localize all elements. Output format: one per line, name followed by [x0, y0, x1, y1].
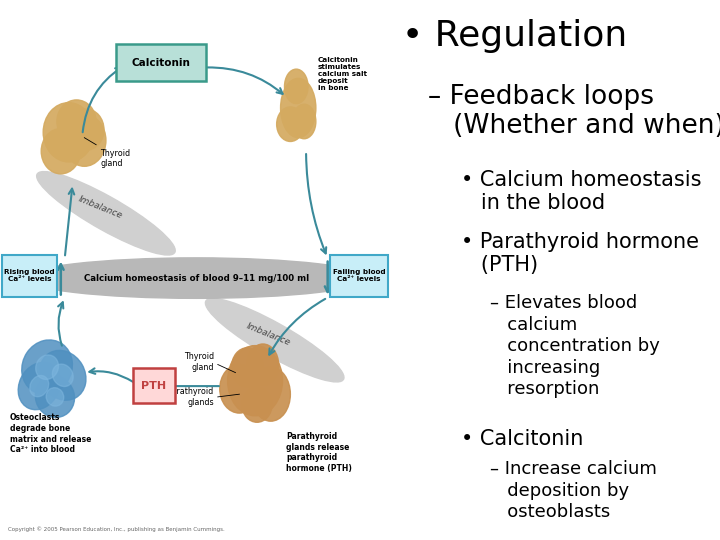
Text: Falling blood
Ca²⁺ levels: Falling blood Ca²⁺ levels: [333, 269, 385, 282]
Ellipse shape: [63, 114, 106, 166]
Ellipse shape: [281, 78, 316, 138]
Ellipse shape: [292, 104, 316, 139]
Ellipse shape: [35, 376, 75, 417]
Ellipse shape: [57, 100, 96, 143]
Ellipse shape: [276, 107, 304, 141]
Text: • Parathyroid hormone
   (PTH): • Parathyroid hormone (PTH): [461, 232, 699, 275]
Text: – Elevates blood
   calcium
   concentration by
   increasing
   resorption: – Elevates blood calcium concentration b…: [490, 294, 660, 399]
Text: Rising blood
Ca²⁺ levels: Rising blood Ca²⁺ levels: [4, 269, 55, 282]
Text: Imbalance: Imbalance: [76, 195, 123, 221]
Ellipse shape: [41, 129, 81, 174]
FancyBboxPatch shape: [2, 255, 57, 297]
Ellipse shape: [232, 348, 263, 387]
FancyBboxPatch shape: [133, 368, 175, 403]
Ellipse shape: [251, 367, 290, 421]
Text: • Calcium homeostasis
   in the blood: • Calcium homeostasis in the blood: [461, 170, 701, 213]
Ellipse shape: [247, 344, 279, 385]
Text: Thyroid
gland: Thyroid gland: [184, 352, 214, 372]
Text: Parathyroid
glands: Parathyroid glands: [168, 387, 214, 407]
Text: – Increase calcium
   deposition by
   osteoblasts: – Increase calcium deposition by osteobl…: [490, 460, 657, 521]
Text: • Regulation: • Regulation: [402, 19, 628, 53]
Ellipse shape: [228, 346, 282, 416]
Ellipse shape: [205, 299, 344, 382]
Ellipse shape: [68, 109, 104, 150]
Text: PTH: PTH: [141, 381, 166, 391]
Text: Calcium homeostasis of blood 9–11 mg/100 ml: Calcium homeostasis of blood 9–11 mg/100…: [84, 274, 309, 282]
FancyBboxPatch shape: [330, 255, 389, 297]
Ellipse shape: [242, 388, 272, 422]
Text: Imbalance: Imbalance: [246, 322, 292, 348]
Text: Parathyroid
glands release
parathyroid
hormone (PTH): Parathyroid glands release parathyroid h…: [287, 432, 352, 473]
Ellipse shape: [40, 350, 86, 400]
Ellipse shape: [53, 364, 73, 387]
Ellipse shape: [18, 362, 60, 410]
Ellipse shape: [220, 364, 259, 413]
Ellipse shape: [36, 355, 58, 380]
Ellipse shape: [43, 103, 94, 162]
Ellipse shape: [284, 69, 308, 104]
Text: Calcitonin: Calcitonin: [132, 58, 190, 68]
Text: Thyroid
gland: Thyroid gland: [100, 148, 130, 168]
Ellipse shape: [37, 172, 175, 255]
Ellipse shape: [30, 375, 49, 397]
Text: Copyright © 2005 Pearson Education, Inc., publishing as Benjamin Cummings.: Copyright © 2005 Pearson Education, Inc.…: [8, 526, 225, 532]
Text: Osteoclasts
degrade bone
matrix and release
Ca²⁺ into blood: Osteoclasts degrade bone matrix and rele…: [10, 413, 91, 454]
Ellipse shape: [46, 388, 64, 406]
FancyBboxPatch shape: [116, 44, 206, 81]
Text: – Feedback loops
   (Whether and when): – Feedback loops (Whether and when): [428, 84, 720, 139]
Ellipse shape: [22, 340, 73, 395]
Text: • Calcitonin: • Calcitonin: [461, 429, 583, 449]
Ellipse shape: [24, 258, 369, 298]
Text: Calcitonin
stimulates
calcium salt
deposit
in bone: Calcitonin stimulates calcium salt depos…: [318, 57, 367, 91]
